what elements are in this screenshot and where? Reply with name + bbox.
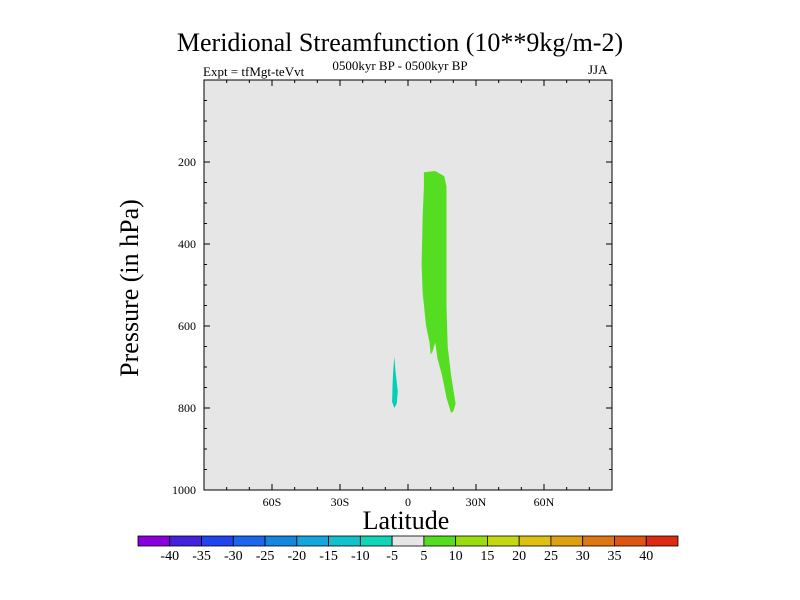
y-tick-label: 800 [178, 401, 196, 415]
colorbar-swatch [550, 535, 584, 547]
y-tick-label: 1000 [172, 483, 196, 497]
colorbar-label: -25 [256, 549, 275, 564]
x-tick-label: 0 [405, 495, 411, 509]
negative-cell-region [392, 356, 398, 408]
colorbar-label: 10 [449, 549, 463, 564]
colorbar-swatch [232, 535, 266, 547]
colorbar-label: 30 [576, 549, 590, 564]
x-tick-label: 30S [331, 495, 350, 509]
colorbar: -40 -35 -30 -25 -20 -15 -10 -5 5 10 15 20 25 30 35 40 [137, 535, 679, 564]
colorbar-swatch [391, 535, 425, 547]
x-tick-label: 30N [466, 495, 487, 509]
colorbar-swatch [582, 535, 615, 547]
x-axis-label: Latitude [362, 506, 450, 535]
colorbar-swatch [487, 535, 520, 547]
x-tick-label: 60N [534, 495, 555, 509]
colorbar-swatch [359, 535, 393, 547]
colorbar-label: -5 [386, 549, 398, 564]
colorbar-swatch [169, 535, 202, 547]
y-tick-label: 400 [178, 237, 196, 251]
colorbar-label: 35 [607, 549, 621, 564]
colorbar-swatch [423, 535, 457, 547]
colorbar-swatch [296, 535, 329, 547]
colorbar-label: -30 [224, 549, 243, 564]
contour-regions [392, 171, 456, 413]
colorbar-label: 40 [639, 549, 653, 564]
axis-ticks: 60S 30S 0 30N 60N 200 400 600 800 1000 [172, 80, 612, 509]
left-subtitle: Expt = tfMgt-teVvt [203, 64, 305, 79]
colorbar-swatch [328, 535, 361, 547]
x-tick-label: 60S [263, 495, 282, 509]
right-subtitle: JJA [588, 62, 608, 77]
colorbar-label: 25 [544, 549, 558, 564]
colorbar-label: -20 [287, 549, 306, 564]
colorbar-label: 20 [512, 549, 526, 564]
colorbar-swatch [137, 535, 171, 547]
colorbar-label: 5 [420, 549, 427, 564]
colorbar-swatch [455, 535, 488, 547]
plot-area [204, 80, 612, 490]
colorbar-label: -10 [351, 549, 370, 564]
colorbar-label: -35 [192, 549, 211, 564]
colorbar-swatch [264, 535, 298, 547]
colorbar-label: -40 [160, 549, 179, 564]
colorbar-label: -15 [319, 549, 338, 564]
colorbar-swatch [201, 535, 234, 547]
colorbar-swatch [614, 535, 647, 547]
colorbar-swatch [518, 535, 552, 547]
chart-title: Meridional Streamfunction (10**9kg/m-2) [176, 28, 624, 57]
positive-cell-region [421, 171, 456, 413]
colorbar-label: 15 [480, 549, 494, 564]
colorbar-swatch [645, 535, 679, 547]
y-tick-label: 600 [178, 319, 196, 333]
y-tick-label: 200 [178, 155, 196, 169]
center-subtitle: 0500kyr BP - 0500kyr BP [332, 58, 468, 73]
